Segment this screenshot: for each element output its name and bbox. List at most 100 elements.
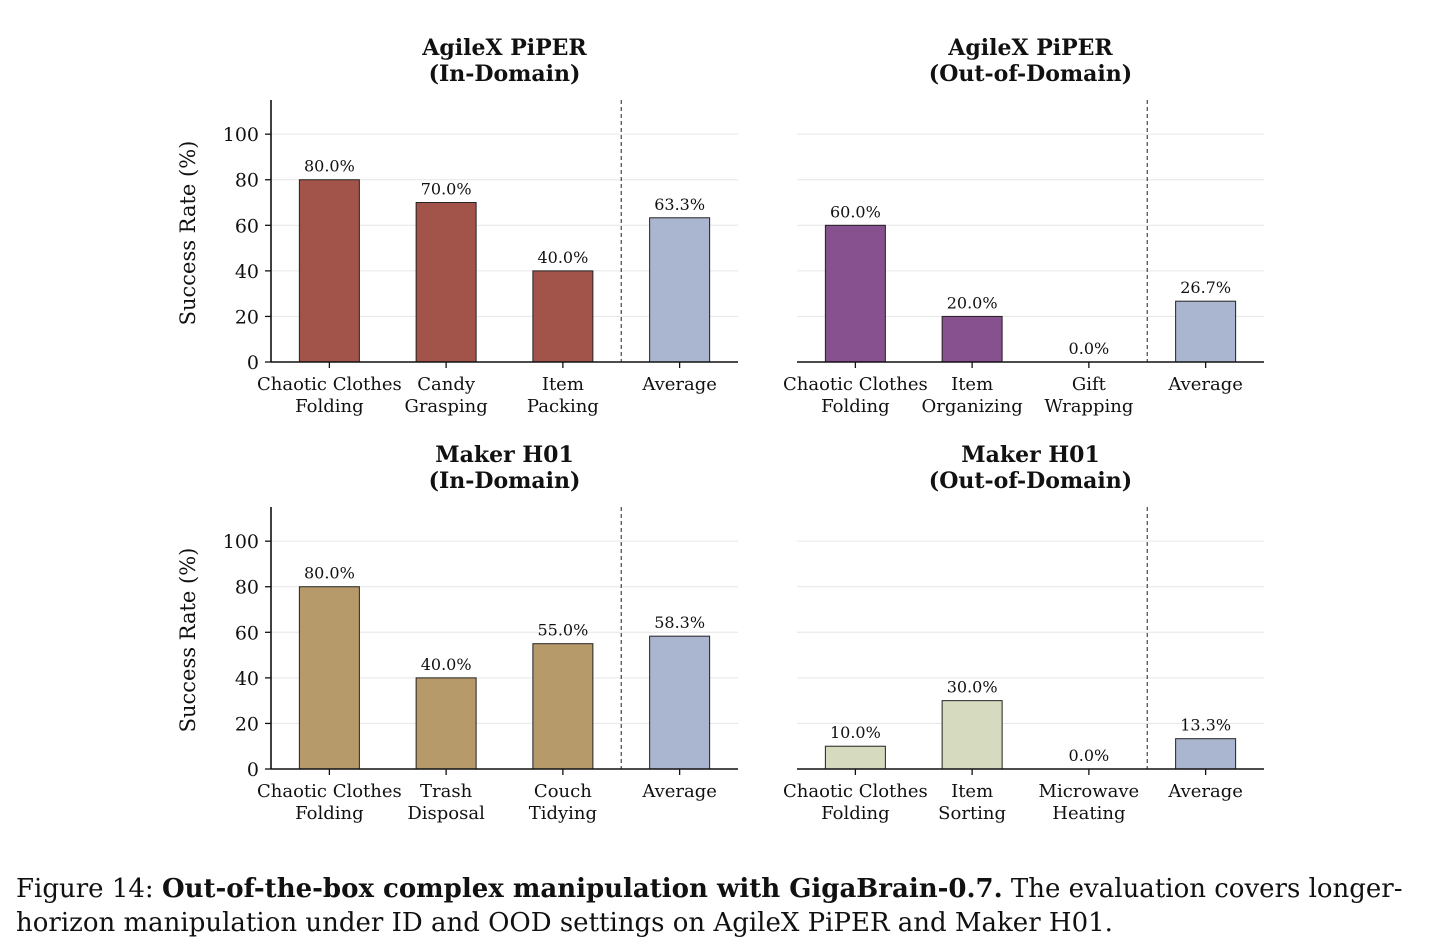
- bar-value-label: 40.0%: [421, 655, 472, 674]
- panel-title-line: AgileX PiPER: [947, 35, 1113, 61]
- category-label: Average: [641, 374, 717, 395]
- caption-rest: The evaluation covers longer-horizon man…: [16, 874, 1403, 938]
- y-tick-label: 80: [235, 170, 259, 192]
- category-label: Microwave Heating: [1039, 781, 1140, 824]
- panel-title-line: (Out-of-Domain): [929, 468, 1132, 494]
- category-label: Couch Tidying: [529, 781, 597, 824]
- bar-value-label: 80.0%: [304, 564, 355, 583]
- category-label-line: Trash: [420, 781, 473, 802]
- category-label-line: Average: [1167, 374, 1243, 395]
- y-axis-label: Success Rate (%): [176, 548, 200, 733]
- category-label-line: Average: [1167, 781, 1243, 802]
- figure-charts: AgileX PiPER(In-Domain)80.0%70.0%40.0%63…: [176, 35, 1264, 824]
- bar-value-label: 20.0%: [947, 293, 998, 312]
- category-label-line: Folding: [295, 803, 364, 824]
- bar: [649, 635, 711, 770]
- bar-value-label: 10.0%: [830, 723, 881, 742]
- y-tick-label: 100: [223, 124, 259, 146]
- category-label: Average: [1167, 781, 1243, 802]
- bar: [941, 315, 1003, 363]
- bar-value-label: 40.0%: [537, 248, 588, 267]
- category-label: Item Packing: [527, 374, 599, 417]
- bar-value-label: 30.0%: [947, 678, 998, 697]
- bar-value-label: 63.3%: [654, 195, 705, 214]
- chart-panel-1: AgileX PiPER(In-Domain) 80.0% 70.0% 40.0% 63…: [176, 35, 738, 417]
- bar-value-label: 26.7%: [1180, 278, 1231, 297]
- category-label-line: Folding: [821, 396, 890, 417]
- category-label: Chaotic Clothes Folding: [783, 374, 928, 417]
- bar: [941, 700, 1003, 770]
- panel-title-line: AgileX PiPER: [421, 35, 587, 61]
- category-label-line: Candy: [417, 374, 476, 395]
- panel-title-line: (In-Domain): [429, 61, 581, 87]
- category-label: Item Organizing: [921, 374, 1022, 417]
- chart-panel-3: Maker H01(In-Domain) 80.0% 40.0% 55.0% 58.3%…: [176, 442, 738, 824]
- category-label-line: Chaotic Clothes: [783, 781, 928, 802]
- category-label-line: Packing: [527, 396, 599, 417]
- category-label-line: Chaotic Clothes: [783, 374, 928, 395]
- bar: [824, 224, 886, 363]
- category-label: Chaotic Clothes Folding: [783, 781, 928, 824]
- bar: [1175, 738, 1237, 770]
- bar-value-label: 0.0%: [1069, 746, 1110, 765]
- category-label-line: Chaotic Clothes: [257, 781, 402, 802]
- category-label-line: Item: [951, 781, 993, 802]
- category-label-line: Microwave: [1039, 781, 1140, 802]
- category-label-line: Tidying: [529, 803, 597, 824]
- y-tick-label: 40: [235, 261, 259, 283]
- bar: [415, 677, 477, 770]
- bar: [824, 745, 886, 770]
- y-tick-label: 80: [235, 577, 259, 599]
- chart-panel-4: Maker H01(Out-of-Domain) 10.0% 30.0% 0.0% 13…: [783, 442, 1264, 824]
- category-label-line: Item: [951, 374, 993, 395]
- y-tick-label: 100: [223, 531, 259, 553]
- y-tick-label: 60: [235, 215, 259, 237]
- category-label: Trash Disposal: [407, 781, 485, 824]
- category-label: Gift Wrapping: [1044, 374, 1133, 417]
- category-label: Average: [1167, 374, 1243, 395]
- category-label-line: Chaotic Clothes: [257, 374, 402, 395]
- bar-value-label: 70.0%: [421, 180, 472, 199]
- category-label-line: Couch: [534, 781, 592, 802]
- caption-bold: Out-of-the-box complex manipulation with…: [161, 874, 1003, 904]
- category-label-line: Grasping: [404, 396, 487, 417]
- y-tick-label: 0: [247, 759, 259, 781]
- chart-panel-2: AgileX PiPER(Out-of-Domain) 60.0% 20.0% 0.0…: [783, 35, 1264, 417]
- figure-caption: Figure 14: Out-of-the-box complex manipu…: [16, 872, 1436, 940]
- category-label-line: Folding: [295, 396, 364, 417]
- category-label-line: Gift: [1072, 374, 1107, 395]
- bar: [415, 202, 477, 363]
- y-axis-label: Success Rate (%): [176, 141, 200, 326]
- bar-value-label: 58.3%: [654, 613, 705, 632]
- category-label-line: Average: [641, 374, 717, 395]
- category-label: Item Sorting: [938, 781, 1006, 824]
- caption-prefix: Figure 14:: [16, 874, 162, 904]
- category-label-line: Item: [542, 374, 584, 395]
- panel-title-line: Maker H01: [435, 442, 574, 468]
- panel-title-line: Maker H01: [961, 442, 1100, 468]
- panel-title-line: (Out-of-Domain): [929, 61, 1132, 87]
- category-label-line: Heating: [1052, 803, 1125, 824]
- y-tick-label: 20: [235, 306, 259, 328]
- category-label: Average: [641, 781, 717, 802]
- y-tick-label: 40: [235, 668, 259, 690]
- category-label: Chaotic Clothes Folding: [257, 374, 402, 417]
- panel-title-line: (In-Domain): [429, 468, 581, 494]
- bar: [298, 586, 360, 770]
- bar-value-label: 13.3%: [1180, 716, 1231, 735]
- bar-value-label: 80.0%: [304, 157, 355, 176]
- bar: [649, 217, 711, 363]
- bar-value-label: 0.0%: [1069, 339, 1110, 358]
- y-tick-label: 60: [235, 622, 259, 644]
- bar: [298, 179, 360, 363]
- category-label-line: Wrapping: [1044, 396, 1133, 417]
- bar-value-label: 60.0%: [830, 202, 881, 221]
- y-tick-label: 0: [247, 352, 259, 374]
- category-label-line: Organizing: [921, 396, 1022, 417]
- category-label-line: Sorting: [938, 803, 1006, 824]
- bar: [532, 643, 594, 770]
- category-label-line: Disposal: [407, 803, 485, 824]
- y-tick-label: 20: [235, 713, 259, 735]
- category-label-line: Average: [641, 781, 717, 802]
- category-label-line: Folding: [821, 803, 890, 824]
